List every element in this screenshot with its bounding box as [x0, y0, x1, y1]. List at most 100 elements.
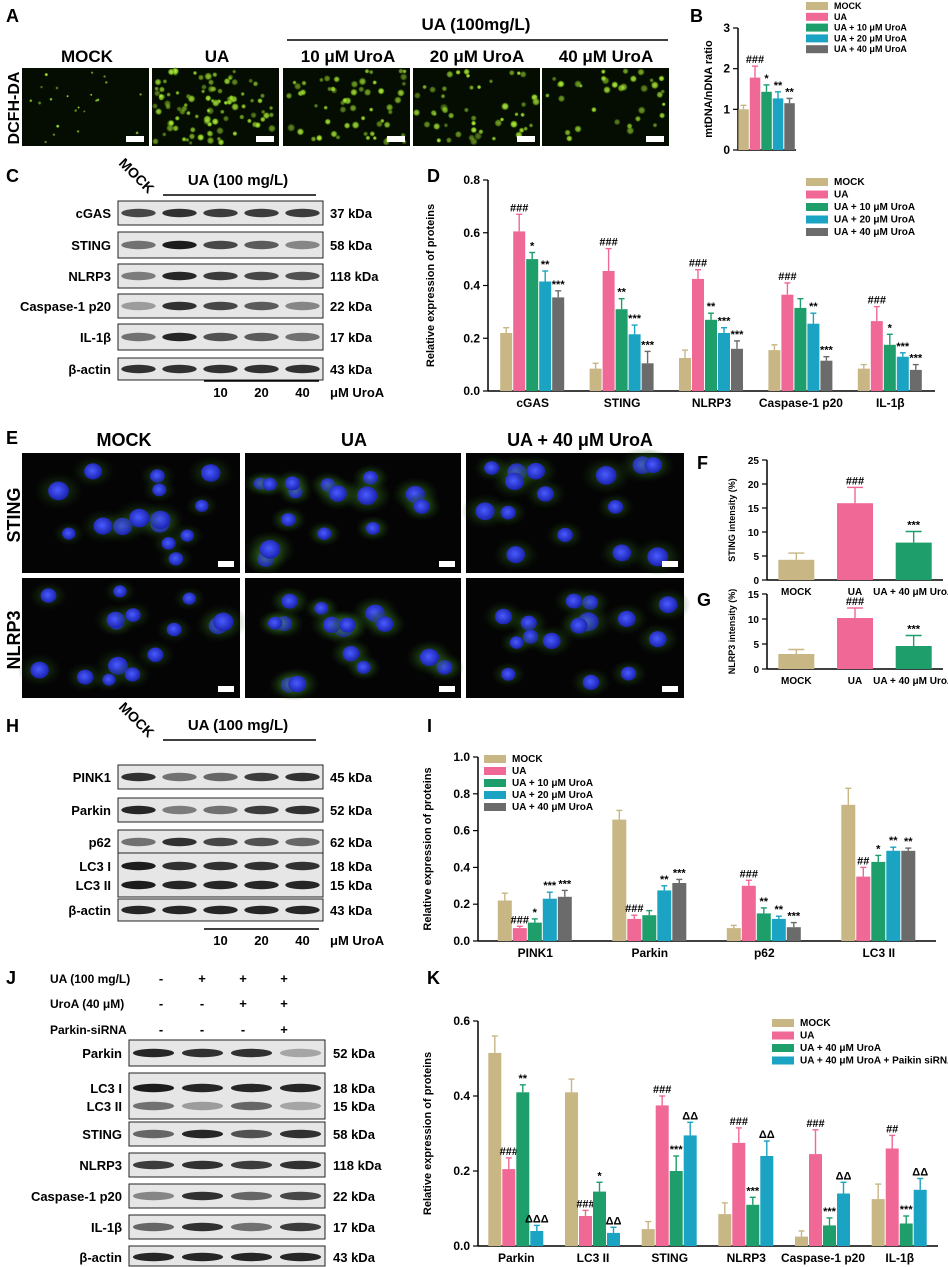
cell-spot: [83, 110, 86, 113]
blot-band: [203, 208, 238, 218]
blot-band: [244, 905, 279, 915]
condition-label: UroA (40 μM): [50, 997, 124, 1011]
cell-spot: [398, 68, 404, 74]
cell-spot: [661, 102, 666, 107]
significance-label: ###: [868, 295, 886, 307]
y-axis-label: STING intensity (%): [727, 478, 737, 562]
cell-spot: [187, 94, 196, 104]
cell-spot: [259, 116, 266, 123]
bar: [837, 503, 873, 580]
scale-bar: [439, 561, 455, 567]
legend-label: MOCK: [834, 177, 865, 188]
panel-a-col-label-0: MOCK: [61, 47, 114, 66]
cell-spot: [432, 111, 438, 117]
bar: [870, 321, 883, 391]
legend-swatch: [806, 203, 828, 211]
x-tick-label: MOCK: [781, 676, 812, 687]
y-tick-label: 1: [723, 102, 730, 116]
bar: [657, 890, 672, 941]
x-tick-label: Caspase-1 p20: [759, 396, 843, 410]
blot-band: [203, 805, 238, 815]
confocal-tile-1-0: [16, 578, 249, 698]
dose-label: 10: [213, 933, 227, 948]
significance-label: ###: [599, 237, 617, 249]
bar: [612, 819, 627, 941]
bar: [781, 294, 794, 391]
cell-spot: [257, 97, 263, 104]
blot-band: [121, 905, 156, 915]
blot-band: [121, 880, 156, 890]
cell-spot: [76, 129, 80, 133]
kda-label: 52 kDa: [330, 803, 373, 818]
cell-spot: [557, 80, 565, 88]
cell-nucleus: [48, 481, 69, 501]
cell-spot: [268, 112, 275, 118]
y-axis-label: Relative expression of proteins: [422, 1052, 434, 1215]
cell-spot: [203, 117, 211, 126]
cell-spot: [629, 74, 638, 83]
cell-nucleus: [620, 666, 637, 681]
cell-spot: [178, 108, 186, 116]
condition-sign: -: [159, 996, 163, 1011]
cell-spot: [219, 109, 225, 115]
blot-row-5: β-actin 43 kDa: [68, 357, 373, 381]
cell-spot: [422, 84, 428, 90]
bar: [726, 928, 741, 941]
legend-swatch: [806, 178, 828, 186]
protein-label: p62: [89, 835, 111, 850]
cell-nucleus: [376, 616, 394, 632]
cell-spot: [207, 85, 216, 93]
cell-nucleus: [166, 622, 182, 637]
significance-label: ***: [900, 1204, 914, 1216]
cell-spot: [637, 106, 646, 115]
blot-band: [279, 1101, 322, 1111]
blot-band: [203, 772, 238, 782]
cell-nucleus: [317, 527, 332, 540]
cell-spot: [207, 79, 215, 86]
cell-spot: [440, 93, 446, 99]
condition-sign: -: [200, 1022, 204, 1037]
cell-spot: [360, 115, 366, 121]
cell-spot: [200, 84, 208, 91]
bar: [760, 1156, 774, 1246]
bar: [692, 278, 704, 391]
blot-band: [132, 1048, 175, 1058]
bar: [641, 363, 654, 391]
cell-spot: [89, 93, 93, 97]
blot-band: [121, 240, 156, 250]
bar: [883, 344, 896, 391]
x-tick-label: UA + 40 μM UroA: [873, 587, 948, 598]
cell-nucleus: [500, 505, 516, 520]
blot-h-mock-label: MOCK: [116, 699, 158, 741]
bar: [738, 109, 749, 150]
panel-letter: F: [697, 453, 708, 473]
cell-spot: [192, 70, 198, 76]
panel-letter: I: [427, 716, 432, 736]
blot-band: [181, 1101, 224, 1111]
blot-band: [230, 1129, 273, 1139]
legend-swatch: [806, 2, 828, 10]
cell-spot: [476, 84, 482, 90]
cell-spot: [455, 69, 461, 76]
blot-band: [285, 905, 320, 915]
blot-row-3: Caspase-1 p20 22 kDa: [20, 293, 373, 319]
kda-label: 62 kDa: [330, 835, 373, 850]
cell-spot: [531, 97, 541, 107]
chart-k: K 0.0 0.2 0.4 0.6 Relative expression of prot…: [422, 968, 948, 1265]
y-tick-label: 10: [748, 528, 760, 539]
significance-label: *: [764, 73, 769, 85]
protein-label: Caspase-1 p20: [20, 299, 111, 314]
cell-spot: [602, 85, 612, 94]
cell-nucleus: [542, 632, 561, 650]
cell-spot: [516, 70, 522, 76]
cell-spot: [301, 80, 307, 86]
dose-label: 40: [295, 385, 309, 400]
panel-letter: K: [427, 968, 440, 988]
cell-spot: [443, 122, 449, 128]
significance-label: ***: [543, 880, 557, 892]
panel-letter-e: E: [6, 428, 18, 448]
legend-label: UA: [800, 1031, 814, 1042]
blot-band: [285, 772, 320, 782]
cell-spot: [151, 102, 159, 110]
blot-row-0: PINK1 45 kDa: [73, 764, 373, 790]
